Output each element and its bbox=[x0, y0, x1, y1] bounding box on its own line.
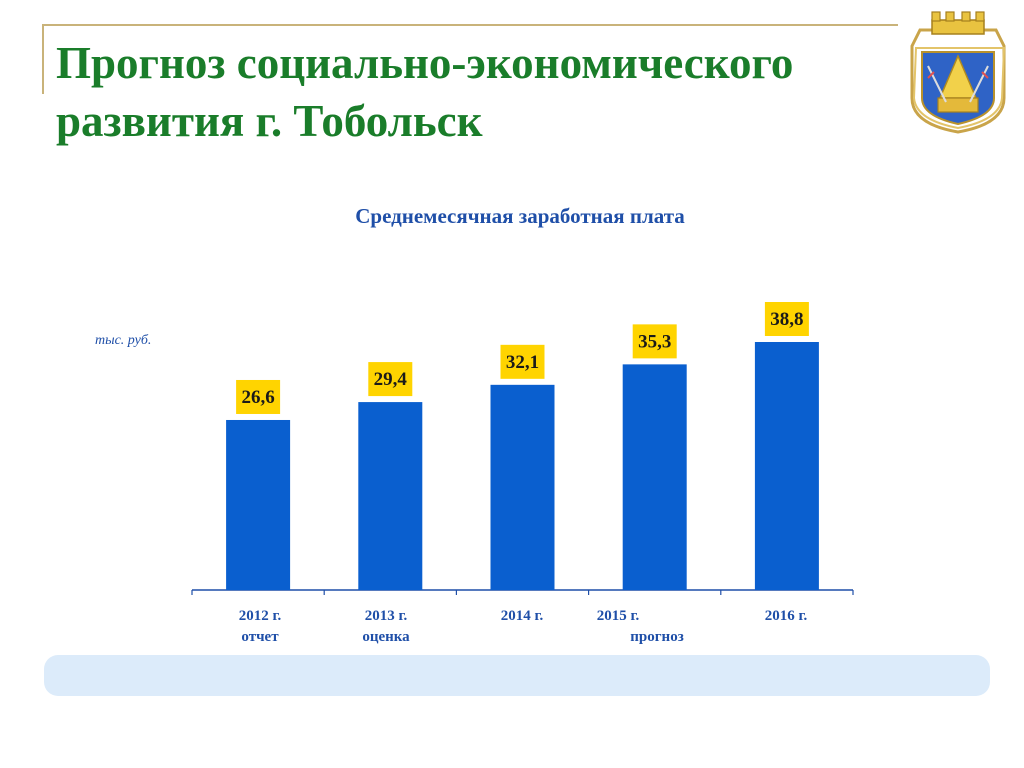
value-label: 26,6 bbox=[241, 387, 274, 408]
value-label: 35,3 bbox=[638, 331, 671, 352]
x-label-2013: 2013 г. оценка bbox=[341, 606, 431, 648]
x-note-forecast: прогноз bbox=[630, 629, 684, 645]
value-label: 29,4 bbox=[374, 369, 408, 390]
footer-note-bar bbox=[44, 655, 990, 696]
bar-2015 bbox=[622, 364, 687, 590]
tobolsk-coat-of-arms-icon bbox=[910, 11, 1006, 134]
page-title-line-2: развития г. Тобольск bbox=[56, 96, 483, 146]
value-label: 38,8 bbox=[770, 309, 803, 330]
x-note-estimate: оценка bbox=[362, 629, 410, 645]
x-tick-2014: 2014 г. bbox=[500, 608, 544, 624]
page-title-line-1: Прогноз социально-экономического bbox=[56, 38, 794, 88]
value-label: 32,1 bbox=[506, 352, 539, 373]
unit-label: тыс. руб. bbox=[95, 333, 152, 348]
x-tick-2015: 2015 г. bbox=[596, 608, 640, 624]
bar-2012 bbox=[226, 419, 291, 590]
page-title: Прогноз социально-экономического развити… bbox=[56, 34, 876, 150]
bar-2014 bbox=[490, 384, 555, 590]
x-tick-2013: 2013 г. bbox=[364, 608, 408, 624]
x-tick-2012: 2012 г. bbox=[238, 608, 282, 624]
bar-2013 bbox=[358, 402, 423, 590]
frame-top-line bbox=[42, 24, 898, 26]
value-label-box bbox=[632, 324, 677, 359]
x-label-2012: 2012 г. отчет bbox=[215, 606, 305, 648]
bar-2016 bbox=[754, 342, 819, 590]
chart-title: Среднемесячная заработная плата bbox=[355, 204, 685, 228]
x-label-2016: 2016 г. bbox=[741, 606, 831, 627]
x-label-2014: 2014 г. bbox=[477, 606, 567, 627]
value-label-box bbox=[764, 302, 809, 336]
x-tick-2016: 2016 г. bbox=[764, 608, 808, 624]
x-label-2015: 2015 г. bbox=[573, 606, 663, 627]
value-label-box bbox=[500, 344, 545, 379]
x-note-report: отчет bbox=[241, 629, 279, 645]
value-label-box bbox=[368, 362, 413, 397]
frame-left-line bbox=[42, 24, 44, 94]
value-label-box bbox=[236, 379, 281, 414]
